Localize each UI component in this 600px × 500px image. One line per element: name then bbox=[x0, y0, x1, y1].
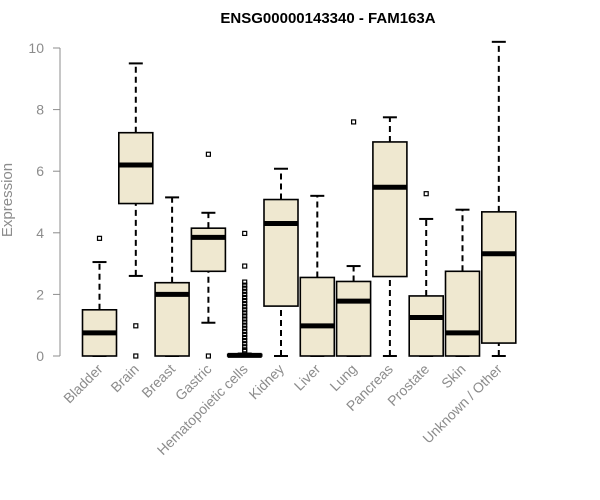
box-rect bbox=[372, 141, 408, 278]
outlier-point bbox=[242, 282, 248, 288]
box-pancreas bbox=[372, 116, 408, 357]
outlier-point bbox=[242, 291, 248, 297]
outlier-point bbox=[423, 191, 429, 197]
outlier-point bbox=[242, 338, 248, 344]
x-label-brain: Brain bbox=[107, 361, 141, 395]
box-rect bbox=[335, 280, 372, 357]
x-label-lung: Lung bbox=[326, 361, 359, 394]
box-bladder bbox=[81, 235, 118, 357]
outlier-point bbox=[242, 310, 248, 316]
outlier-point bbox=[242, 279, 248, 285]
box-hematopoietic-cells bbox=[226, 230, 263, 358]
outlier-point bbox=[242, 304, 248, 310]
y-tick-label-8: 8 bbox=[36, 102, 44, 118]
outlier-point bbox=[242, 344, 248, 350]
outlier-point bbox=[242, 307, 248, 313]
box-rect bbox=[408, 295, 445, 357]
box-lung bbox=[335, 119, 372, 357]
outlier-point bbox=[242, 285, 248, 291]
outlier-point bbox=[242, 263, 248, 269]
outlier-point bbox=[242, 230, 248, 237]
outlier-point bbox=[242, 319, 248, 325]
box-rect bbox=[118, 131, 154, 205]
y-axis-label: Expression bbox=[0, 163, 16, 237]
box-liver bbox=[299, 194, 336, 357]
x-label-kidney: Kidney bbox=[246, 361, 288, 403]
outlier-point bbox=[205, 151, 211, 157]
outlier-point bbox=[242, 322, 248, 328]
outlier-point bbox=[242, 301, 248, 307]
chart-title: ENSG00000143340 - FAM163A bbox=[220, 10, 435, 27]
y-tick-label-0: 0 bbox=[36, 348, 44, 364]
outlier-point bbox=[133, 323, 139, 329]
y-tick-label-2: 2 bbox=[36, 286, 44, 302]
x-label-breast: Breast bbox=[138, 361, 178, 401]
box-rect bbox=[480, 211, 517, 344]
box-rect bbox=[444, 270, 481, 357]
box-unknown-other bbox=[480, 40, 517, 357]
y-tick-label-4: 4 bbox=[36, 225, 44, 241]
outlier-point bbox=[242, 297, 248, 304]
boxes-group bbox=[81, 40, 517, 359]
outlier-point bbox=[242, 294, 248, 301]
outlier-point bbox=[242, 288, 248, 294]
outlier-point bbox=[242, 334, 248, 341]
box-prostate bbox=[408, 191, 445, 357]
box-skin bbox=[444, 208, 481, 357]
y-tick-label-10: 10 bbox=[28, 40, 44, 56]
box-rect bbox=[263, 198, 299, 307]
outlier-point bbox=[133, 353, 139, 359]
outlier-point bbox=[205, 353, 211, 359]
x-label-skin: Skin bbox=[438, 361, 469, 392]
outlier-point bbox=[242, 348, 248, 354]
outlier-point bbox=[242, 341, 248, 347]
outlier-point bbox=[242, 325, 248, 331]
outlier-point bbox=[242, 328, 248, 334]
box-rect bbox=[190, 227, 227, 273]
box-gastric bbox=[190, 151, 227, 359]
y-axis: 0 2 4 6 8 10 bbox=[28, 40, 61, 364]
outlier-point bbox=[351, 119, 357, 125]
outlier-point bbox=[242, 313, 248, 319]
outlier-point bbox=[96, 235, 103, 241]
y-tick-label-6: 6 bbox=[36, 163, 44, 179]
outlier-point bbox=[242, 316, 248, 322]
outlier-point bbox=[242, 331, 248, 338]
box-kidney bbox=[263, 167, 299, 357]
box-brain bbox=[118, 62, 154, 359]
box-rect bbox=[299, 276, 336, 357]
box-breast bbox=[154, 196, 190, 357]
x-label-bladder: Bladder bbox=[60, 361, 106, 407]
x-label-liver: Liver bbox=[291, 361, 324, 394]
